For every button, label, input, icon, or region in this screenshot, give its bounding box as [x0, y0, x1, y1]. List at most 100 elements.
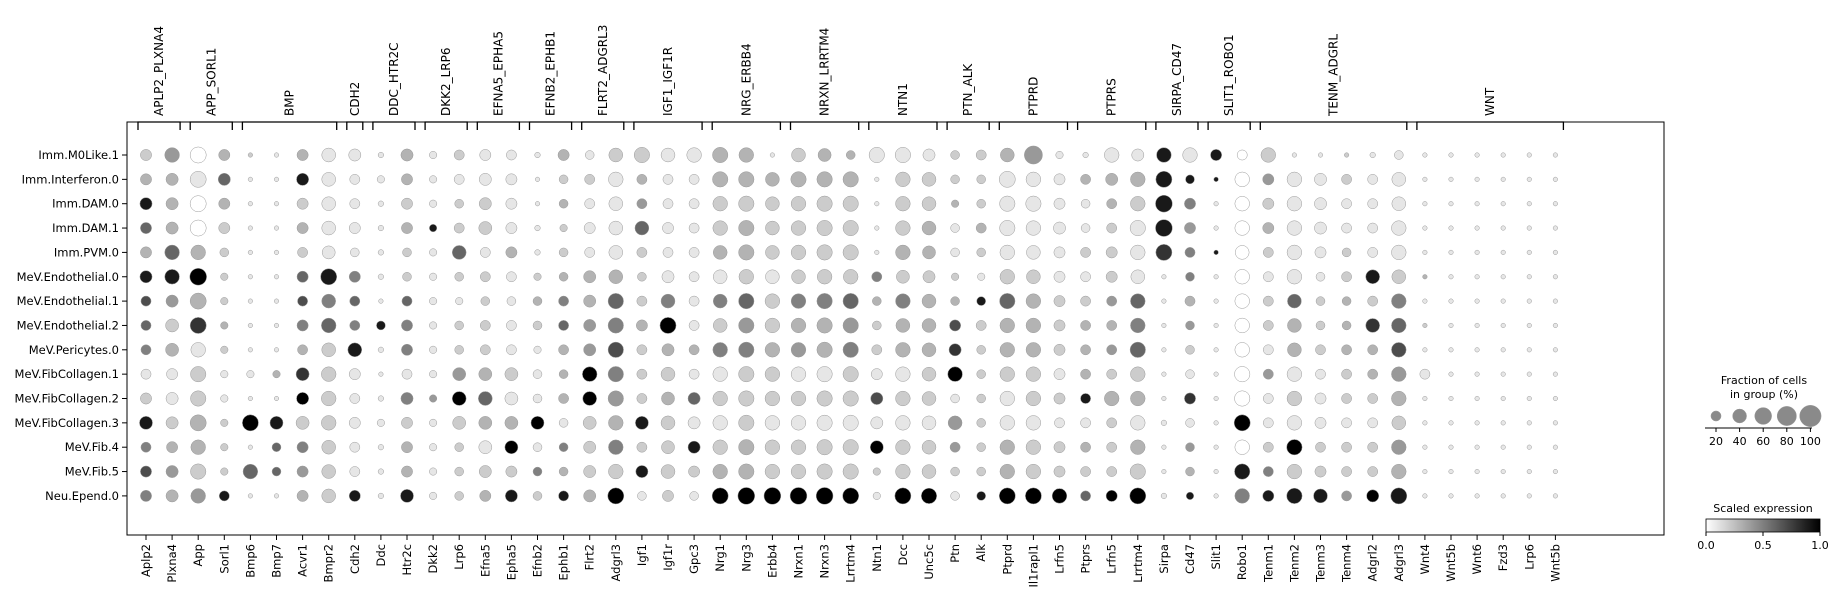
dot [242, 414, 259, 432]
dot [1234, 390, 1251, 407]
dot [870, 392, 884, 405]
dot [1213, 274, 1219, 280]
dot [1474, 152, 1480, 158]
dot [1080, 174, 1091, 185]
dot [1105, 173, 1119, 186]
dot [1234, 488, 1250, 504]
dot [895, 293, 911, 309]
dot [1448, 395, 1454, 402]
dot [1213, 444, 1219, 450]
dot [140, 295, 152, 307]
dot [1106, 368, 1118, 380]
dot [478, 197, 492, 211]
dot [1287, 293, 1302, 309]
dot [273, 322, 280, 328]
column-label: Tenm4 [1340, 544, 1354, 583]
row-label: MeV.FibCollagen.2 [15, 392, 119, 406]
dot [1448, 444, 1454, 450]
dot [1391, 463, 1407, 480]
dot [220, 370, 229, 379]
dot [165, 392, 179, 405]
dot [350, 247, 360, 258]
dot [895, 390, 911, 407]
dot [977, 272, 986, 281]
dot [607, 341, 624, 358]
dot [1341, 441, 1352, 453]
dot [1210, 149, 1222, 161]
dot [1526, 225, 1532, 231]
dot [790, 463, 807, 480]
dot [1130, 439, 1146, 455]
dot [505, 222, 518, 234]
dot [558, 418, 569, 428]
gene-group-brackets: APLP2_PLXNA4 APP_SORL1 BMP CDH2 DDC_HTR2C DKK… [137, 25, 1565, 130]
dot [1155, 171, 1173, 188]
dot [1419, 368, 1431, 380]
dot [220, 321, 229, 330]
dot [1025, 293, 1041, 309]
dot [662, 490, 674, 502]
dot [401, 343, 413, 356]
dot [479, 149, 492, 161]
dot [1080, 417, 1091, 429]
dot [1213, 201, 1219, 207]
dot [1213, 420, 1219, 426]
dot [608, 269, 623, 284]
dot [453, 174, 465, 185]
dot [165, 173, 179, 186]
dot [636, 198, 648, 210]
column-label: Sorl1 [217, 544, 231, 574]
dot [1213, 347, 1219, 353]
dot [454, 466, 464, 477]
dot [976, 418, 986, 428]
column-label: Efnb2 [531, 544, 545, 577]
dot [634, 220, 650, 236]
dot [190, 488, 206, 504]
dot [1287, 342, 1302, 357]
dot [894, 487, 912, 505]
column-label: Adgrl3 [1392, 544, 1406, 582]
dot [1104, 147, 1120, 163]
dot [1341, 247, 1352, 258]
dot [1053, 295, 1066, 307]
group-label: NRG_ERBB4 [739, 43, 753, 116]
dot [296, 173, 309, 186]
dots-layer [139, 145, 1558, 505]
dot [1105, 270, 1118, 283]
dot [505, 465, 518, 478]
dot [1213, 176, 1219, 182]
dot [377, 249, 384, 256]
dot [1366, 489, 1380, 503]
dot [273, 249, 280, 255]
dot [688, 198, 700, 210]
dot [921, 172, 937, 187]
dot [164, 244, 180, 260]
dot [1106, 466, 1118, 477]
dot [660, 293, 676, 309]
dot [140, 465, 152, 478]
group-label: PTPRD [1026, 77, 1040, 116]
dot [1262, 247, 1274, 258]
dot [1314, 417, 1327, 429]
dot [1234, 366, 1251, 383]
dot [976, 466, 986, 477]
dot [662, 222, 674, 234]
dot [1500, 347, 1506, 353]
dot [894, 147, 911, 163]
dot [738, 293, 755, 310]
color-legend-title: Scaled expression [1713, 502, 1812, 515]
dot [1213, 249, 1219, 255]
row-label: Imm.DAM.1 [52, 221, 119, 235]
dot [1025, 415, 1041, 431]
dot [478, 440, 493, 454]
column-label: Sirpa [1157, 544, 1171, 574]
dot [976, 296, 986, 306]
size-legend-tick-label: 20 [1709, 435, 1723, 448]
dot [455, 297, 464, 306]
dot [454, 320, 464, 331]
dot [1155, 219, 1173, 237]
dot [1448, 225, 1454, 231]
dot [816, 341, 833, 358]
dot [712, 147, 729, 163]
dot [790, 196, 807, 212]
